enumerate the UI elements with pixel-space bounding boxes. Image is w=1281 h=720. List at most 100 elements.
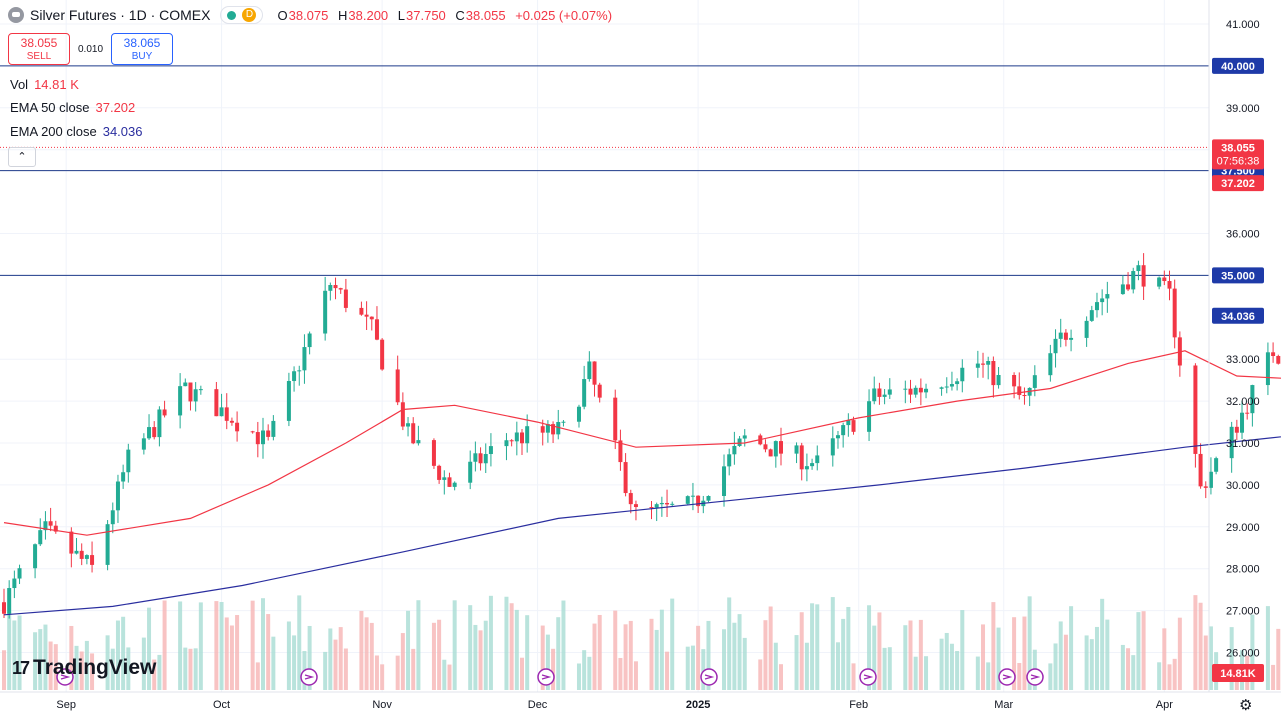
candle-body	[613, 397, 618, 441]
volume-bar	[1120, 644, 1125, 690]
volume-bar	[1162, 628, 1167, 690]
ema200-line	[3, 436, 1281, 616]
gear-icon[interactable]: ⚙	[1239, 697, 1253, 714]
candle-body	[799, 445, 804, 470]
candle-body	[804, 466, 809, 470]
volume-bar	[918, 619, 923, 690]
candle-body	[913, 387, 918, 395]
volume-bar	[545, 634, 550, 690]
volume-bar	[1105, 619, 1110, 690]
candle-body	[924, 388, 929, 393]
candle-body	[121, 472, 126, 482]
y-tick-label: 28.000	[1226, 564, 1260, 576]
event-markers	[56, 668, 1044, 686]
candle-body	[157, 409, 162, 438]
volume-bar	[214, 601, 219, 690]
candle-body	[903, 388, 908, 390]
candle-body	[835, 435, 840, 439]
volume-bar	[74, 645, 79, 690]
volume-bar	[255, 662, 260, 690]
volume-bar	[690, 645, 695, 690]
candle-body	[949, 384, 954, 387]
market-status-badge[interactable]: D	[220, 6, 264, 24]
volume-legend[interactable]: Vol 14.81 K	[10, 77, 79, 92]
candle-body	[286, 381, 291, 421]
volume-bar	[1229, 627, 1234, 690]
candle-body	[841, 425, 846, 436]
candle-body	[986, 361, 991, 365]
sell-button[interactable]: 38.055 SELL	[8, 33, 70, 65]
candle-body	[302, 347, 307, 371]
volume-bar	[841, 618, 846, 690]
candle-body	[1105, 294, 1110, 299]
candle-body	[628, 493, 633, 505]
candle-body	[255, 432, 260, 445]
x-axis-ticks: SepOctNovDec2025FebMarAprMayJunJulAugSep…	[0, 691, 1281, 711]
candle-body	[235, 422, 240, 432]
candle-body	[665, 502, 670, 505]
candle-body	[333, 285, 338, 289]
candle-body	[1136, 265, 1141, 272]
volume-bar	[188, 648, 193, 690]
y-tick-label: 39.000	[1226, 103, 1260, 115]
volume-bar	[400, 633, 405, 690]
candle-body	[872, 388, 877, 402]
symbol-title[interactable]: Silver Futures · 1D · COMEX	[30, 7, 211, 23]
volume-bar	[224, 617, 229, 690]
volume-bar	[1084, 635, 1089, 690]
candle-body	[794, 445, 799, 454]
candle-body	[1141, 265, 1146, 287]
candle-body	[183, 382, 188, 387]
candle-body	[110, 510, 115, 525]
volume-bar	[297, 595, 302, 690]
ema50-legend[interactable]: EMA 50 close 37.202	[10, 100, 136, 115]
open-value: 38.075	[288, 7, 329, 23]
buy-button[interactable]: 38.065 BUY	[111, 33, 173, 65]
candle-body	[1017, 386, 1022, 396]
candle-body	[488, 446, 493, 455]
volume-bar	[939, 638, 944, 690]
y-tick-label: 26.000	[1226, 648, 1260, 660]
volume-bar	[882, 647, 887, 690]
y-tick-label: 41.000	[1226, 19, 1260, 31]
ema200-legend[interactable]: EMA 200 close 34.036	[10, 124, 143, 139]
volume-bar	[1058, 621, 1063, 690]
candle-body	[431, 440, 436, 466]
volume-bar	[670, 598, 675, 690]
volume-bar	[986, 662, 991, 690]
ema200-price-label-bg	[1212, 307, 1264, 324]
volume-bar	[685, 646, 690, 690]
volume-bar	[1094, 626, 1099, 690]
ohlc-readout: O38.075 H38.200 L37.750 C38.055 +0.025 (…	[277, 7, 613, 23]
volume-bar	[43, 624, 48, 690]
volume-bar	[799, 612, 804, 690]
candle-body	[1271, 352, 1276, 357]
candle-body	[147, 427, 152, 439]
candle-body	[1193, 365, 1198, 454]
volume-bar	[411, 648, 416, 690]
candle-body	[525, 426, 530, 444]
volume-bar	[1089, 639, 1094, 690]
volume-bar	[395, 655, 400, 690]
candle-body	[685, 496, 690, 504]
volume-bar	[250, 600, 255, 690]
last-price-bg	[1212, 139, 1264, 170]
volume-bar	[141, 637, 146, 690]
candle-body	[271, 420, 276, 437]
candle-body	[1214, 458, 1219, 472]
candle-body	[690, 495, 695, 497]
candle-body	[43, 521, 48, 531]
collapse-legend-button[interactable]: ⌃	[8, 147, 36, 167]
candle-body	[1172, 288, 1177, 338]
volume-bar	[1069, 606, 1074, 690]
hline-label-bg	[1212, 267, 1264, 284]
candle-body	[1069, 337, 1074, 340]
candle-body	[815, 455, 820, 464]
volume-bar	[556, 617, 561, 690]
event-arrow-icon	[60, 674, 71, 680]
volume-value-label: 14.81K	[1220, 668, 1256, 680]
volume-bar	[416, 600, 421, 690]
candle-body	[960, 367, 965, 382]
volume-bar	[815, 604, 820, 690]
